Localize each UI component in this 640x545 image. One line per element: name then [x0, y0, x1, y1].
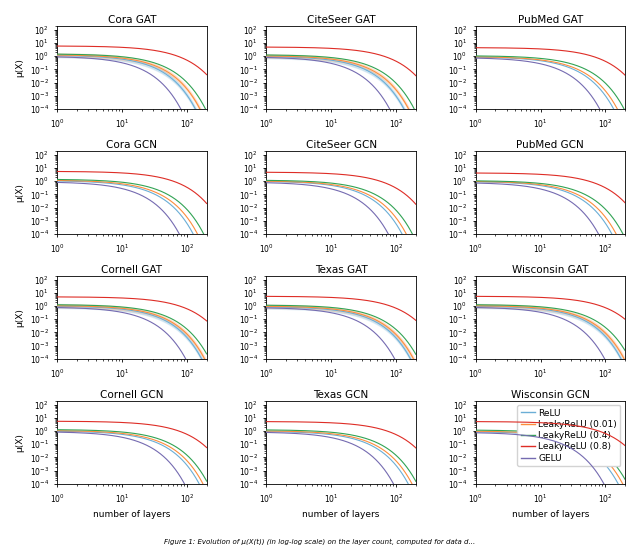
Title: Cornell GCN: Cornell GCN	[100, 390, 164, 399]
X-axis label: number of layers: number of layers	[303, 510, 380, 519]
Y-axis label: μ(X): μ(X)	[15, 58, 24, 77]
Y-axis label: μ(X): μ(X)	[15, 308, 24, 326]
Title: Wisconsin GCN: Wisconsin GCN	[511, 390, 589, 399]
Title: Cora GCN: Cora GCN	[106, 140, 157, 150]
Y-axis label: μ(X): μ(X)	[15, 433, 24, 452]
Y-axis label: μ(X): μ(X)	[15, 183, 24, 202]
X-axis label: number of layers: number of layers	[93, 510, 171, 519]
Title: Texas GCN: Texas GCN	[314, 390, 369, 399]
Title: PubMed GAT: PubMed GAT	[518, 15, 583, 25]
Title: Cornell GAT: Cornell GAT	[101, 265, 163, 275]
Title: CiteSeer GAT: CiteSeer GAT	[307, 15, 376, 25]
Title: Wisconsin GAT: Wisconsin GAT	[512, 265, 588, 275]
Title: Cora GAT: Cora GAT	[108, 15, 156, 25]
Title: PubMed GCN: PubMed GCN	[516, 140, 584, 150]
Text: Figure 1: Evolution of μ(X(t)) (in log-log scale) on the layer count, computed f: Figure 1: Evolution of μ(X(t)) (in log-l…	[164, 539, 476, 545]
Title: CiteSeer GCN: CiteSeer GCN	[305, 140, 377, 150]
Legend: ReLU, LeakyReLU (0.01), LeakyReLU (0.4), LeakyReLU (0.8), GELU: ReLU, LeakyReLU (0.01), LeakyReLU (0.4),…	[517, 405, 621, 467]
Title: Texas GAT: Texas GAT	[315, 265, 367, 275]
X-axis label: number of layers: number of layers	[511, 510, 589, 519]
